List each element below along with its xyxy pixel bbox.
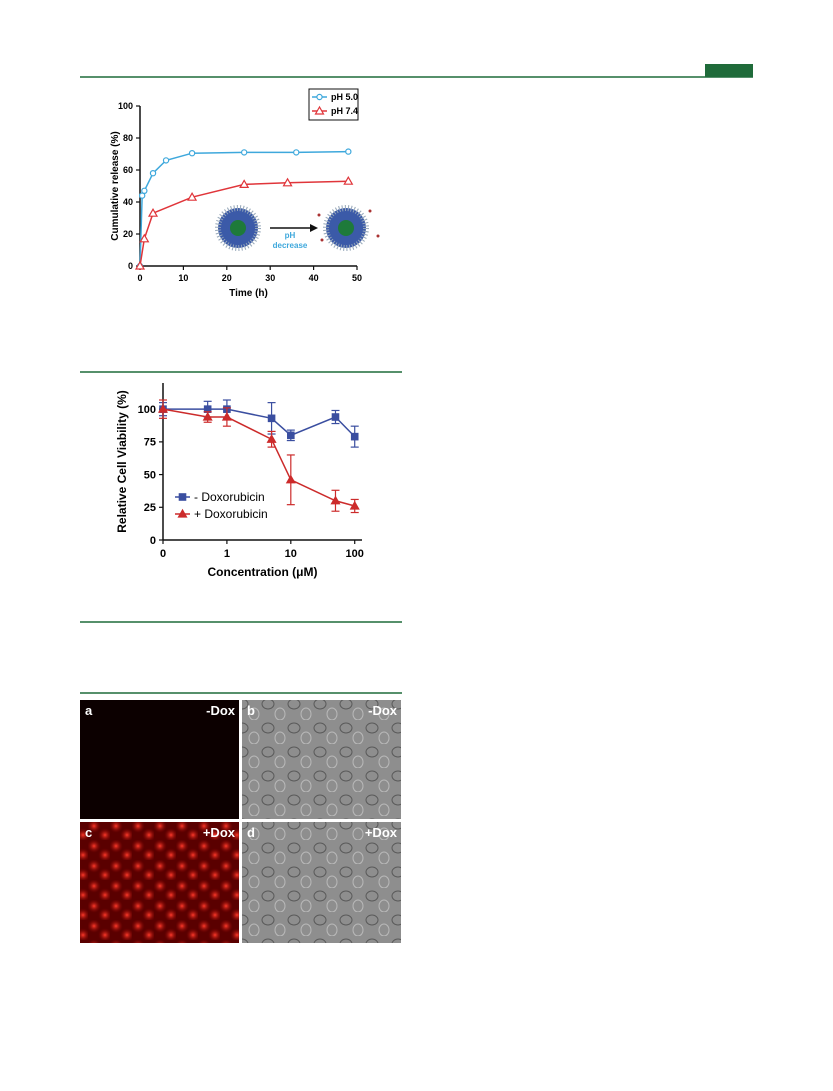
data-point: [331, 413, 340, 421]
y-tick-label: 80: [123, 133, 133, 143]
x-tick-label: 0: [137, 273, 142, 283]
x-tick-label: 100: [346, 548, 364, 560]
data-point: [266, 434, 277, 443]
x-tick-label: 10: [285, 548, 297, 560]
x-tick-label: 0: [160, 548, 166, 560]
y-tick-label: 50: [144, 469, 156, 481]
legend-label: pH 7.4: [331, 106, 358, 116]
panel-letter: d: [247, 825, 255, 840]
data-point: [330, 495, 341, 505]
data-point: [188, 149, 196, 157]
y-tick-label: 100: [118, 101, 133, 111]
data-point: [149, 169, 157, 177]
x-tick-label: 50: [352, 273, 362, 283]
data-point: [345, 148, 352, 155]
data-point: [147, 207, 159, 217]
data-point: [202, 411, 213, 421]
data-point: [141, 187, 148, 194]
legend-marker: [314, 105, 325, 115]
panel-label: +Dox: [365, 825, 398, 840]
legend-label: pH 5.0: [331, 92, 358, 102]
y-tick-label: 25: [144, 502, 156, 514]
data-point: [240, 149, 248, 156]
data-point: [187, 191, 198, 201]
data-point: [134, 260, 146, 270]
legend-marker: [177, 508, 188, 518]
x-axis-label: Concentration (μM): [208, 565, 318, 579]
annotation: decrease: [273, 241, 308, 250]
legend-label: + Doxorubicin: [194, 507, 268, 521]
x-tick-label: 30: [265, 273, 275, 283]
y-axis-label: Relative Cell Viability (%): [115, 390, 129, 533]
legend-marker: [316, 93, 323, 101]
y-axis-label: Cumulative release (%): [110, 131, 121, 241]
panel-label: -Dox: [206, 703, 236, 718]
legend-marker: [178, 493, 187, 501]
data-point: [239, 179, 250, 188]
data-point: [267, 414, 276, 423]
y-tick-label: 60: [123, 165, 133, 175]
panel-letter: a: [85, 703, 93, 718]
y-tick-label: 20: [123, 229, 133, 239]
legend-label: - Doxorubicin: [194, 490, 265, 504]
data-point: [343, 175, 354, 185]
panel-letter: b: [247, 703, 255, 718]
data-point: [293, 149, 300, 156]
micrographs: [80, 700, 401, 943]
data-point: [139, 233, 150, 243]
annotation: pH: [285, 231, 296, 240]
data-point: [157, 403, 169, 413]
y-tick-label: 40: [123, 197, 133, 207]
y-tick-label: 75: [144, 437, 156, 449]
data-point: [162, 157, 170, 164]
data-point: [287, 431, 295, 440]
x-axis-label: Time (h): [229, 288, 268, 299]
data-point: [221, 411, 232, 421]
header-tab: [705, 64, 753, 77]
data-point: [349, 500, 360, 510]
nanoparticle-illustration: [215, 205, 380, 251]
x-tick-label: 10: [178, 273, 188, 283]
legend-box: [308, 88, 359, 121]
data-point: [285, 474, 296, 484]
data-point: [282, 177, 293, 187]
y-tick-label: 0: [128, 261, 133, 271]
x-tick-label: 40: [309, 273, 319, 283]
panel-label: -Dox: [368, 703, 398, 718]
panel-letter: c: [85, 825, 92, 840]
x-tick-label: 20: [222, 273, 232, 283]
y-tick-label: 100: [138, 404, 156, 416]
panel-label: +Dox: [203, 825, 236, 840]
data-point: [350, 432, 359, 441]
x-tick-label: 1: [224, 548, 230, 560]
y-tick-label: 0: [150, 535, 156, 547]
